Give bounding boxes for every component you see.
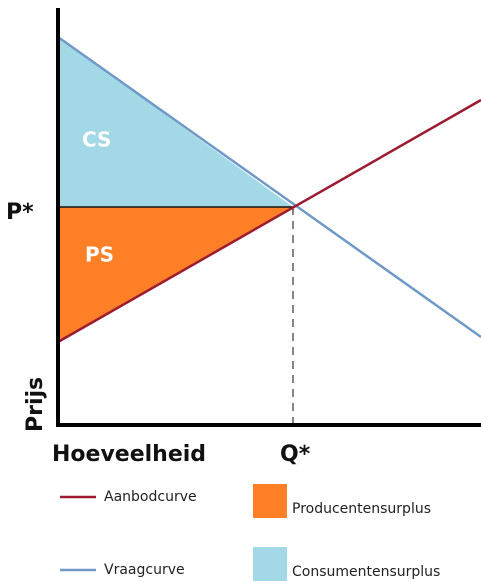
- x-axis-label: Hoeveelheid: [52, 442, 206, 467]
- legend-cs-swatch: [253, 547, 287, 581]
- demand-curve: [57, 35, 481, 339]
- price-marker: P*: [6, 200, 34, 225]
- cs-label: CS: [82, 128, 111, 152]
- quantity-marker: Q*: [280, 442, 311, 467]
- legend-label: Aanbodcurve: [104, 489, 197, 505]
- legend-label: Consumentensurplus: [292, 564, 440, 580]
- legend-label: Producentensurplus: [292, 501, 431, 517]
- legend-label: Vraagcurve: [104, 562, 185, 578]
- y-axis-label: Prijs: [23, 377, 48, 432]
- legend-ps-swatch: [253, 484, 287, 518]
- ps-label: PS: [85, 243, 114, 267]
- supply-curve: [57, 98, 481, 344]
